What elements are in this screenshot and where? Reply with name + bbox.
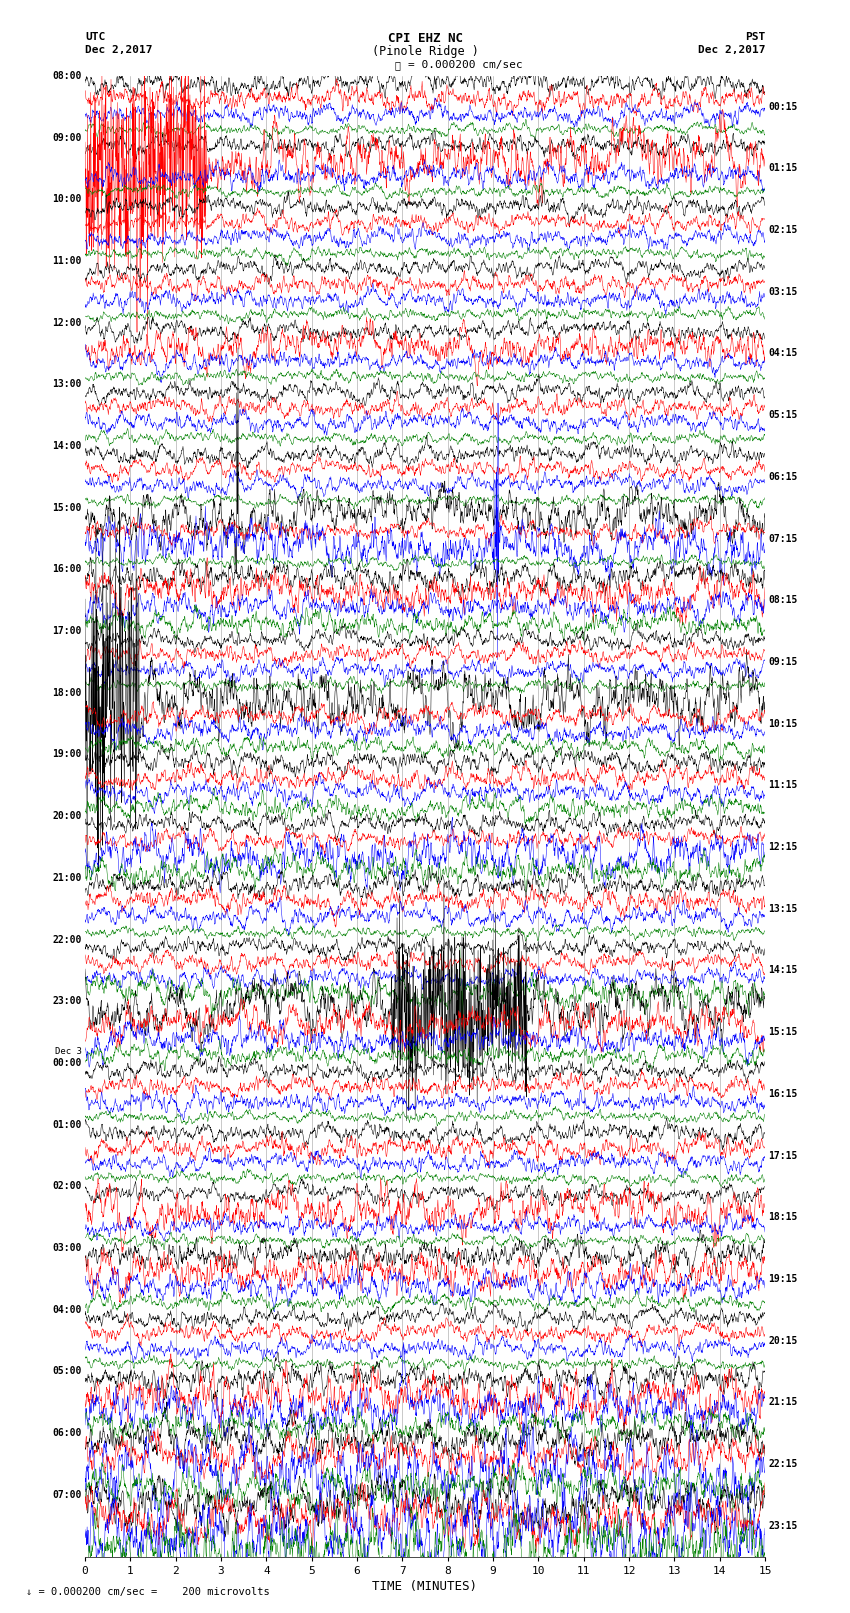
Text: 10:15: 10:15 [768,719,798,729]
Text: 01:00: 01:00 [52,1119,82,1129]
Text: 00:00: 00:00 [52,1058,82,1068]
Text: = 0.000200 cm/sec: = 0.000200 cm/sec [408,60,523,69]
Text: 13:00: 13:00 [52,379,82,389]
Text: 16:15: 16:15 [768,1089,798,1098]
Text: 07:15: 07:15 [768,534,798,544]
Text: 19:00: 19:00 [52,750,82,760]
Text: 01:15: 01:15 [768,163,798,173]
Text: 12:15: 12:15 [768,842,798,852]
Text: 19:15: 19:15 [768,1274,798,1284]
Text: CPI EHZ NC: CPI EHZ NC [388,32,462,45]
Text: 04:00: 04:00 [52,1305,82,1315]
Text: 17:00: 17:00 [52,626,82,636]
Text: 21:00: 21:00 [52,873,82,882]
Text: 20:15: 20:15 [768,1336,798,1345]
Text: 10:00: 10:00 [52,194,82,205]
Text: 03:00: 03:00 [52,1244,82,1253]
Text: 11:00: 11:00 [52,256,82,266]
Text: 22:15: 22:15 [768,1460,798,1469]
Text: 05:00: 05:00 [52,1366,82,1376]
Text: Dec 2,2017: Dec 2,2017 [85,45,152,55]
Text: 13:15: 13:15 [768,903,798,913]
X-axis label: TIME (MINUTES): TIME (MINUTES) [372,1579,478,1592]
Text: PST: PST [745,32,765,42]
Text: 23:00: 23:00 [52,997,82,1007]
Text: 23:15: 23:15 [768,1521,798,1531]
Text: 09:00: 09:00 [52,132,82,142]
Text: 22:00: 22:00 [52,934,82,945]
Text: 16:00: 16:00 [52,565,82,574]
Text: Dec 2,2017: Dec 2,2017 [698,45,765,55]
Text: 00:15: 00:15 [768,102,798,111]
Text: 15:15: 15:15 [768,1027,798,1037]
Text: 12:00: 12:00 [52,318,82,327]
Text: ⎴: ⎴ [395,60,400,69]
Text: 07:00: 07:00 [52,1490,82,1500]
Text: 20:00: 20:00 [52,811,82,821]
Text: 08:15: 08:15 [768,595,798,605]
Text: 08:00: 08:00 [52,71,82,81]
Text: 06:00: 06:00 [52,1428,82,1439]
Text: 11:15: 11:15 [768,781,798,790]
Text: 14:00: 14:00 [52,440,82,452]
Text: 17:15: 17:15 [768,1150,798,1160]
Text: 15:00: 15:00 [52,503,82,513]
Text: 02:00: 02:00 [52,1181,82,1192]
Text: ⇓ = 0.000200 cm/sec =    200 microvolts: ⇓ = 0.000200 cm/sec = 200 microvolts [26,1587,269,1597]
Text: (Pinole Ridge ): (Pinole Ridge ) [371,45,479,58]
Text: 18:15: 18:15 [768,1213,798,1223]
Text: 14:15: 14:15 [768,966,798,976]
Text: 09:15: 09:15 [768,656,798,666]
Text: 04:15: 04:15 [768,348,798,358]
Text: 03:15: 03:15 [768,287,798,297]
Text: 18:00: 18:00 [52,687,82,698]
Text: 02:15: 02:15 [768,226,798,235]
Text: 06:15: 06:15 [768,473,798,482]
Text: Dec 3: Dec 3 [54,1047,82,1055]
Text: 05:15: 05:15 [768,410,798,419]
Text: UTC: UTC [85,32,105,42]
Text: 21:15: 21:15 [768,1397,798,1407]
